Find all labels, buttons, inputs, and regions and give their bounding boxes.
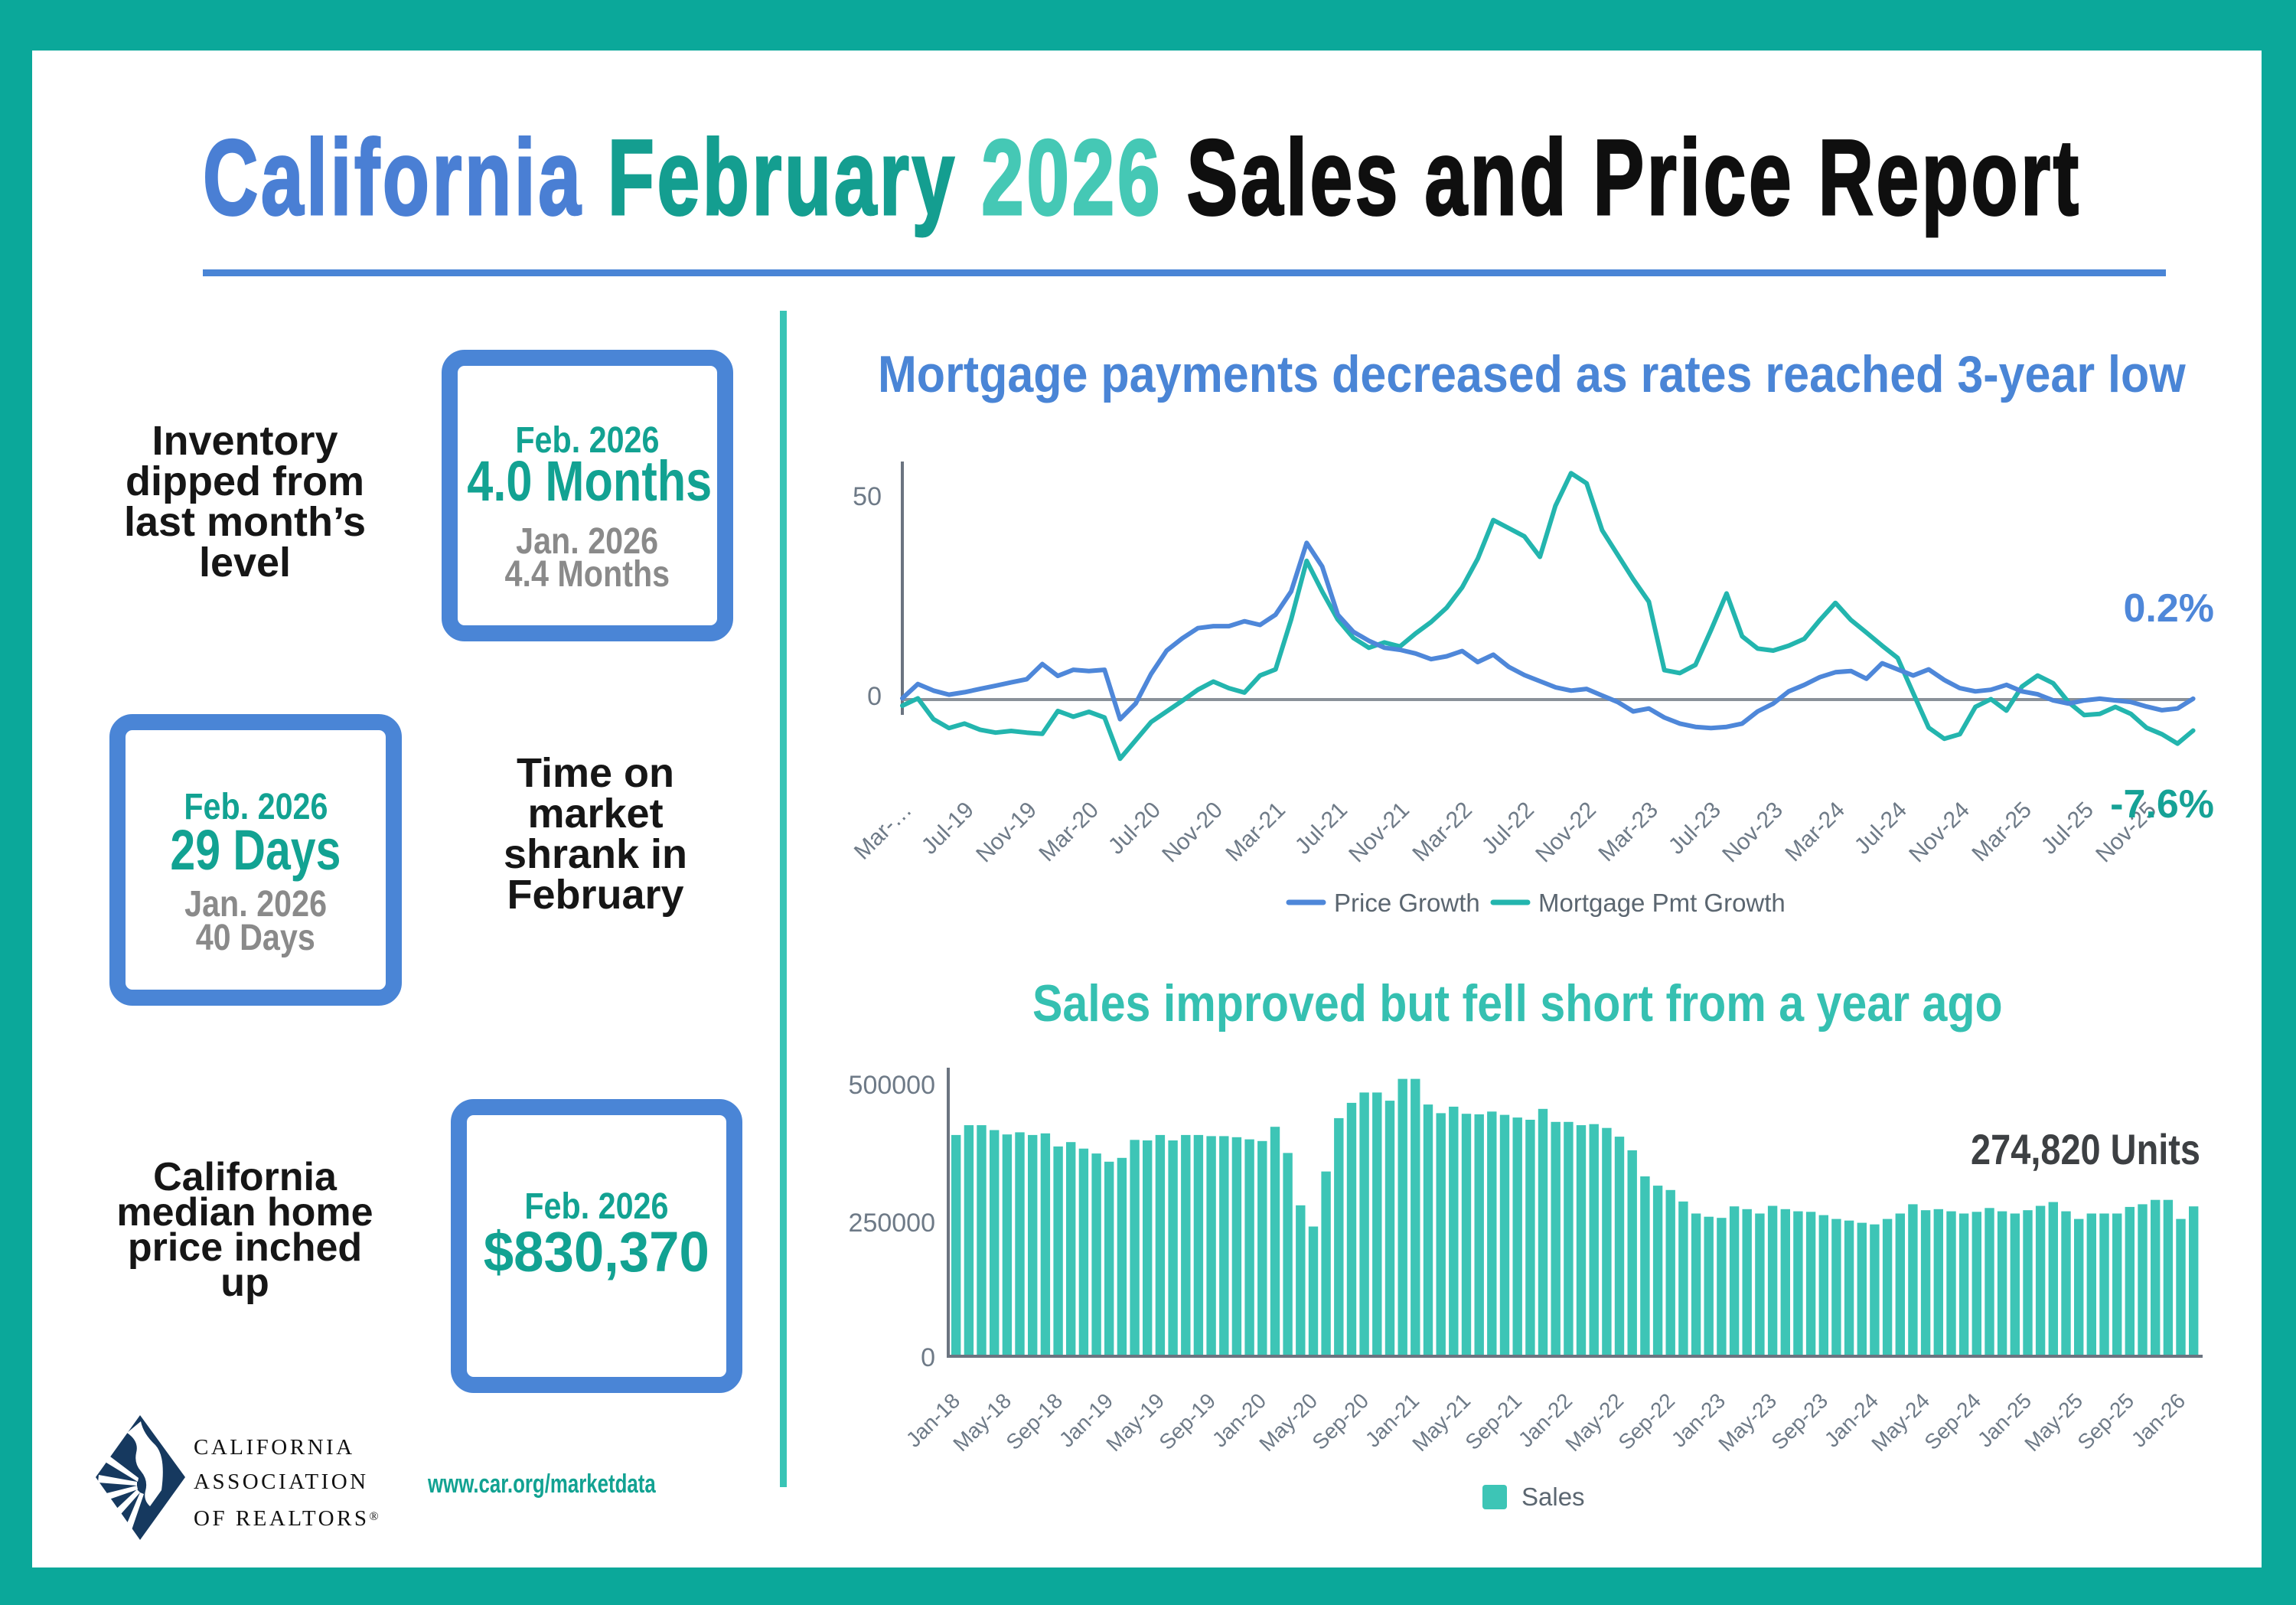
svg-text:Nov-23: Nov-23 bbox=[1717, 798, 1788, 868]
svg-text:Mar-20: Mar-20 bbox=[1034, 798, 1104, 867]
svg-text:Mar-23: Mar-23 bbox=[1593, 798, 1663, 867]
svg-text:Sep-24: Sep-24 bbox=[1919, 1388, 1985, 1454]
svg-text:Sep-21: Sep-21 bbox=[1460, 1388, 1526, 1454]
svg-text:May-24: May-24 bbox=[1867, 1388, 1934, 1456]
svg-text:Mar-22: Mar-22 bbox=[1407, 798, 1477, 867]
svg-text:Sep-20: Sep-20 bbox=[1307, 1388, 1373, 1454]
svg-text:Nov-22: Nov-22 bbox=[1531, 798, 1601, 868]
svg-text:-7.6%: -7.6% bbox=[2110, 782, 2214, 827]
svg-text:Jul-24: Jul-24 bbox=[1850, 798, 1912, 860]
svg-text:Sep-22: Sep-22 bbox=[1613, 1388, 1679, 1454]
svg-text:Sep-19: Sep-19 bbox=[1154, 1388, 1220, 1454]
svg-text:274,820 Units: 274,820 Units bbox=[1971, 1125, 2200, 1173]
svg-text:Jul-22: Jul-22 bbox=[1477, 798, 1539, 860]
svg-text:250000: 250000 bbox=[849, 1209, 935, 1238]
svg-text:Mar-24: Mar-24 bbox=[1780, 798, 1850, 867]
svg-text:Jul-20: Jul-20 bbox=[1104, 798, 1166, 860]
svg-text:Nov-21: Nov-21 bbox=[1344, 798, 1414, 868]
svg-text:May-25: May-25 bbox=[2020, 1388, 2087, 1456]
svg-text:Jul-19: Jul-19 bbox=[917, 798, 979, 860]
svg-text:Mar-21: Mar-21 bbox=[1221, 798, 1290, 867]
svg-text:Sep-23: Sep-23 bbox=[1766, 1388, 1832, 1454]
svg-text:Sales: Sales bbox=[1521, 1483, 1585, 1511]
svg-text:May-20: May-20 bbox=[1254, 1388, 1322, 1456]
svg-text:Jul-21: Jul-21 bbox=[1290, 798, 1352, 860]
svg-text:Nov-20: Nov-20 bbox=[1157, 798, 1228, 868]
svg-text:Sep-25: Sep-25 bbox=[2073, 1388, 2138, 1454]
svg-text:May-18: May-18 bbox=[948, 1388, 1016, 1456]
svg-text:Sep-18: Sep-18 bbox=[1001, 1388, 1067, 1454]
svg-text:Jul-25: Jul-25 bbox=[2037, 798, 2099, 860]
svg-text:Jan-26: Jan-26 bbox=[2127, 1388, 2190, 1451]
svg-text:Price Growth: Price Growth bbox=[1334, 889, 1480, 917]
svg-text:May-23: May-23 bbox=[1714, 1388, 1781, 1456]
svg-text:Nov-24: Nov-24 bbox=[1904, 798, 1975, 868]
svg-text:Mar-25: Mar-25 bbox=[1967, 798, 2037, 867]
svg-text:May-19: May-19 bbox=[1101, 1388, 1169, 1456]
svg-text:May-22: May-22 bbox=[1561, 1388, 1628, 1456]
svg-text:Mar-…: Mar-… bbox=[850, 798, 917, 865]
svg-text:0: 0 bbox=[867, 682, 882, 711]
svg-text:500000: 500000 bbox=[849, 1071, 935, 1100]
svg-text:0: 0 bbox=[921, 1343, 935, 1372]
svg-text:0.2%: 0.2% bbox=[2123, 586, 2214, 631]
svg-text:Jul-23: Jul-23 bbox=[1664, 798, 1726, 860]
svg-text:50: 50 bbox=[853, 482, 882, 511]
svg-text:Nov-19: Nov-19 bbox=[971, 798, 1042, 868]
svg-text:Mortgage Pmt Growth: Mortgage Pmt Growth bbox=[1538, 889, 1786, 917]
svg-text:May-21: May-21 bbox=[1407, 1388, 1475, 1456]
